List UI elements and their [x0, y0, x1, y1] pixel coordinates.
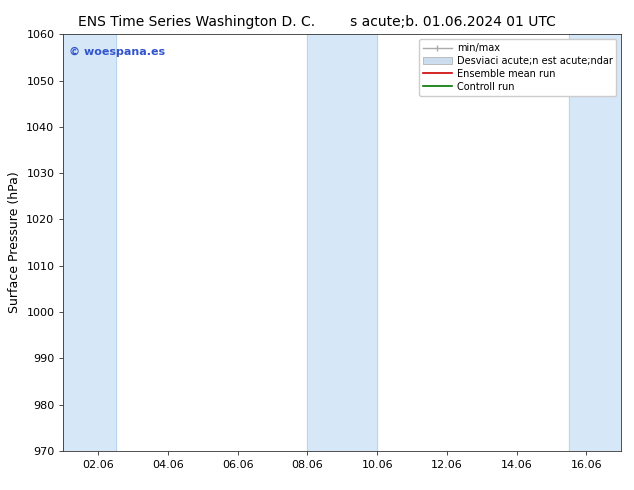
Bar: [569, 34, 621, 451]
Text: © woespana.es: © woespana.es: [69, 47, 165, 57]
Text: ENS Time Series Washington D. C.        s acute;b. 01.06.2024 01 UTC: ENS Time Series Washington D. C. s acute…: [78, 15, 556, 29]
Bar: [63, 34, 115, 451]
Legend: min/max, Desviaci acute;n est acute;ndar, Ensemble mean run, Controll run: min/max, Desviaci acute;n est acute;ndar…: [419, 39, 616, 96]
Bar: [307, 34, 377, 451]
Y-axis label: Surface Pressure (hPa): Surface Pressure (hPa): [8, 172, 21, 314]
